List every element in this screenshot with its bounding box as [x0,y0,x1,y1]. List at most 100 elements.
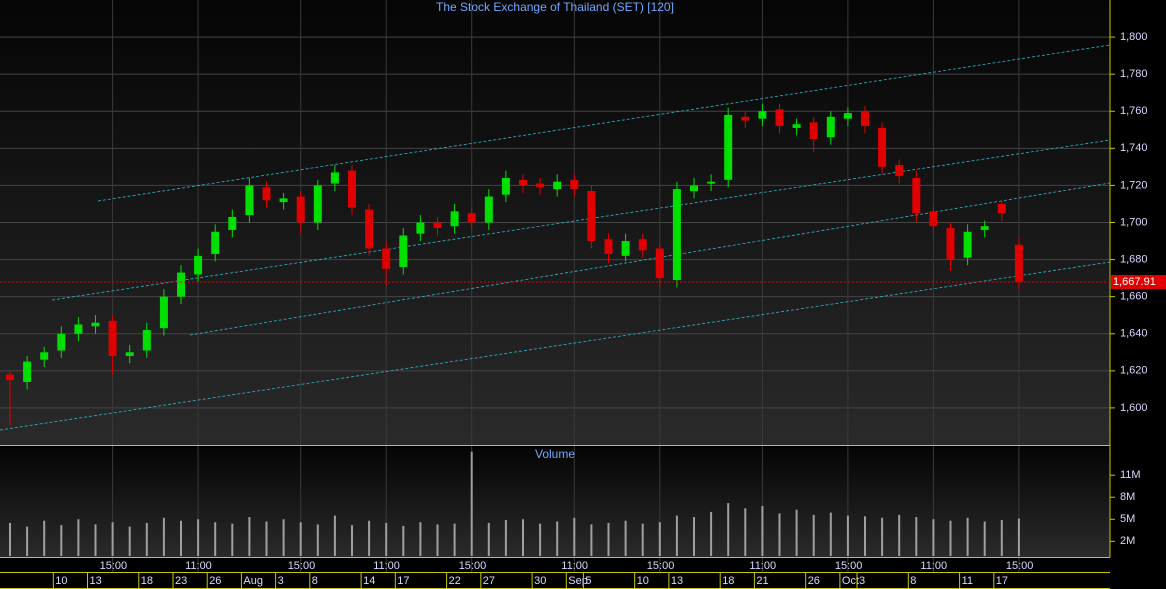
volume-bar [675,515,678,556]
volume-bar [556,521,559,556]
x-date-label: Oct [842,575,859,587]
volume-bar [214,522,217,556]
candle-body [895,165,904,177]
candle-body [672,189,681,280]
y-tick-label: 1,780 [1120,68,1148,80]
volume-bar [94,524,97,556]
x-date-label: 14 [363,575,375,587]
trend-line [51,139,1111,301]
candle-body [809,122,818,140]
candle-body [707,181,716,184]
candle-body [1014,244,1023,282]
volume-bar [145,522,148,556]
y-tick-label: 1,760 [1120,105,1148,117]
candle-body [980,226,989,230]
volume-bar [573,517,576,556]
candle-body [929,211,938,227]
x-time-label: 15:00 [100,560,128,572]
x-date-label: 8 [910,575,916,587]
volume-bar [744,508,747,556]
candle-body [159,296,168,329]
volume-bar [299,522,302,556]
volume-bar [812,514,815,556]
x-date-label: 26 [209,575,221,587]
x-date-label: Aug [243,575,263,587]
candle-body [262,187,271,201]
candle-body [758,111,767,119]
volume-bar [590,524,593,556]
candle-body [843,113,852,119]
volume-bar [607,522,610,556]
candle-body [450,211,459,227]
volume-bar [316,524,319,556]
candle-body [878,127,887,167]
y-tick-label: 2M [1120,535,1135,547]
volume-bar [1000,520,1003,556]
volume-bar [77,519,80,556]
volume-bar [966,517,969,556]
x-date-label: 23 [175,575,187,587]
x-date-label: 3 [278,575,284,587]
candle-body [484,196,493,223]
candle-body [399,235,408,267]
volume-bar [1017,518,1020,556]
x-time-label: 15:00 [288,560,316,572]
y-tick-label: 1,740 [1120,142,1148,154]
candle-body [108,320,117,356]
volume-bar [504,520,507,556]
candle-body [125,352,134,356]
volume-bar [949,520,952,556]
candle-body [348,170,356,208]
candle-body [23,361,32,382]
volume-bar [778,513,781,556]
x-time-label: 15:00 [1006,560,1034,572]
trend-line [97,44,1111,202]
x-date-label: 18 [722,575,734,587]
candle-body [74,324,83,334]
x-time-label: 11:00 [920,560,947,572]
x-time-label: 11:00 [185,560,212,572]
volume-bar [43,520,46,556]
candle-body [57,333,66,351]
x-time-label: 11:00 [561,560,588,572]
x-date-label: 10 [55,575,67,587]
candle-body [553,181,562,190]
candle-body [519,179,527,186]
candle-body [741,116,750,121]
x-date-label: 13 [90,575,102,587]
volume-bar [453,523,456,556]
x-date-label: 27 [483,575,495,587]
x-date-label: 26 [808,575,820,587]
volume-bar [26,526,29,556]
y-tick-label: 1,680 [1120,253,1148,265]
candle-body [211,231,220,255]
volume-bar [522,519,524,556]
candle-body [382,248,391,269]
y-tick-label: 1,700 [1120,216,1148,228]
candle-body [963,231,972,258]
volume-bar [248,517,251,556]
volume-bar [539,523,542,556]
volume-bar [641,523,644,556]
volume-bar [282,519,285,556]
y-tick-label: 8M [1120,491,1135,503]
last-price-label: 1,667.91 [1113,276,1156,288]
candle-body [587,190,596,242]
x-date-label: 11 [962,575,973,587]
candle-body [177,272,185,297]
volume-bar [710,511,713,556]
candle-body [604,239,613,255]
volume-bar [881,517,884,556]
volume-bar [898,514,901,556]
candle-body [296,196,305,223]
volume-bar [795,509,798,556]
candle-body [330,172,339,184]
y-tick-label: 1,800 [1120,31,1148,43]
trend-line [189,182,1111,336]
x-date-label: 21 [756,575,768,587]
trend-line [0,261,1111,431]
candle-body [467,213,476,223]
x-date-label: 5 [585,575,591,587]
candle-body [501,178,510,195]
